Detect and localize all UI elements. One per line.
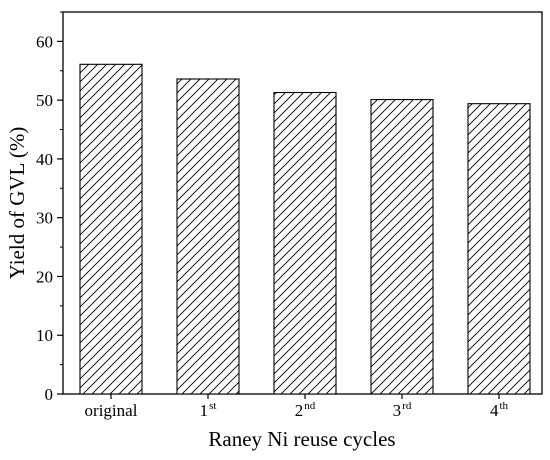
bars-group <box>79 63 531 394</box>
y-tick-label: 0 <box>45 385 54 404</box>
y-axis-ticks <box>57 11 63 395</box>
bar-4 <box>467 103 531 394</box>
y-axis-title: Yield of GVL (%) <box>5 127 29 280</box>
y-tick-label: 20 <box>36 267 53 286</box>
x-axis-ticks <box>110 394 500 399</box>
bar-0 <box>79 63 143 394</box>
y-axis-tick-labels: 0 10 20 30 40 50 60 <box>36 32 53 404</box>
x-axis-title: Raney Ni reuse cycles <box>208 427 395 451</box>
y-tick-label: 50 <box>36 91 53 110</box>
x-axis-tick-labels: original 1st 2nd 3rd 4th <box>85 400 509 420</box>
bar-2 <box>273 91 337 394</box>
x-tick-label-4: 4th <box>490 400 509 420</box>
bar-3 <box>370 99 434 394</box>
y-tick-label: 40 <box>36 150 53 169</box>
x-tick-label-2: 2nd <box>295 400 316 420</box>
x-tick-label-0: original <box>85 401 138 420</box>
x-tick-label-1: 1st <box>200 400 217 420</box>
y-tick-label: 10 <box>36 326 53 345</box>
y-tick-label: 60 <box>36 32 53 51</box>
y-tick-label: 30 <box>36 209 53 228</box>
bar-1 <box>176 78 240 394</box>
x-tick-label-3: 3rd <box>393 400 412 420</box>
